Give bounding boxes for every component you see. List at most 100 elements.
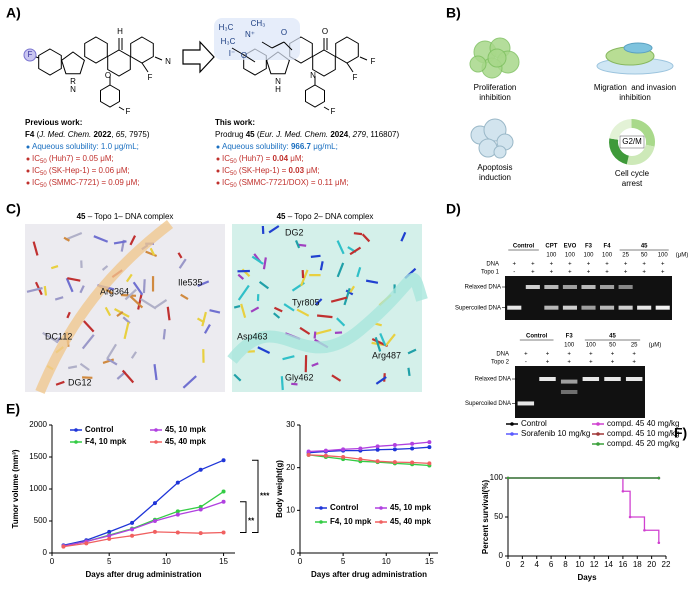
residue-label: Arg487 [372, 350, 401, 360]
sign: + [589, 360, 593, 366]
stick [154, 299, 168, 309]
stick [102, 358, 115, 364]
text: 50 [40, 159, 47, 165]
ring [100, 84, 120, 108]
data-point [61, 544, 66, 549]
lane-label: F3 [566, 334, 574, 340]
text: – Topo 1– DNA complex [86, 212, 174, 221]
stick [314, 328, 332, 335]
x-tick-label: 18 [633, 560, 642, 569]
dna-ribbon [35, 220, 174, 394]
bond [346, 62, 354, 73]
complex-image [232, 224, 422, 392]
stick [104, 306, 112, 317]
sign: + [661, 270, 665, 276]
text: 45 [77, 212, 86, 221]
sign: + [611, 352, 615, 358]
lane-label: CPT [545, 244, 557, 250]
stick [400, 231, 407, 242]
stick [233, 373, 242, 382]
atom-label: N [165, 57, 171, 66]
bond [118, 106, 125, 111]
stick [240, 303, 247, 318]
bond [243, 54, 256, 63]
data-point [130, 533, 135, 538]
icon-label: arrest [622, 179, 643, 188]
stick [349, 285, 356, 293]
band [560, 379, 578, 384]
band [581, 285, 596, 289]
y-tick-label: 0 [43, 548, 48, 557]
cycle-segment [626, 144, 655, 165]
stick [311, 362, 319, 367]
stick [356, 266, 362, 278]
citation: Prodrug 45 (Eur. J. Med. Chem. 2024, 279… [215, 130, 400, 139]
text: 45 [246, 130, 255, 139]
y-axis-label: Tumor volume (mm³) [11, 449, 20, 528]
text: 2024 [330, 130, 348, 139]
sign: + [661, 262, 665, 268]
apoptotic-body [493, 145, 507, 159]
stick [300, 269, 309, 287]
band [581, 305, 596, 310]
bullet: Aqueous solubility: 966.7 μg/mL; [222, 142, 338, 151]
atom-label: N⁺ [245, 30, 255, 39]
data-point [107, 536, 112, 541]
atom-label: N [70, 85, 76, 94]
legend-label: Control [85, 425, 113, 434]
sign: + [642, 270, 646, 276]
stick [294, 240, 301, 249]
legend-marker [319, 520, 323, 524]
stick [106, 343, 117, 360]
stick [258, 280, 270, 290]
stick [66, 311, 71, 319]
data-point [375, 447, 380, 452]
y-axis-label: Body weight(g) [275, 460, 284, 518]
survival-point [628, 515, 632, 519]
text: μg/mL; [311, 142, 338, 151]
complex-title: 45 – Topo 1– DNA complex [77, 212, 174, 221]
band [582, 377, 600, 381]
heading: Previous work: [25, 118, 82, 127]
bond [323, 106, 330, 111]
bullet: IC50 (SMMC-7721/DOX) = 0.11 μM; [222, 178, 349, 188]
text: (SK-Hep-1) = 0.06 μM; [47, 166, 130, 175]
stick [349, 246, 362, 256]
atom-label: H [275, 85, 281, 94]
stick [50, 264, 59, 270]
text: , [111, 130, 115, 139]
stick [129, 235, 137, 246]
stick [65, 277, 74, 293]
sign: + [567, 352, 571, 358]
stick [262, 257, 267, 270]
stick [43, 285, 48, 296]
x-tick-label: 10 [575, 560, 584, 569]
band [539, 377, 556, 381]
series-line [63, 491, 224, 547]
stick [310, 254, 321, 258]
atom-label: F [371, 57, 376, 66]
legend-label: 45, 10 mpk [165, 425, 206, 434]
residue-label: Asp463 [237, 331, 268, 341]
text: μM; [288, 154, 304, 163]
stick [81, 334, 95, 350]
stick [149, 247, 156, 256]
atom-label: F [331, 107, 336, 116]
data-point [107, 533, 112, 538]
stick [201, 311, 207, 327]
data-point [152, 529, 157, 534]
data-point [392, 443, 397, 448]
data-point [341, 447, 346, 452]
stick [166, 306, 171, 321]
residue-label: Gly462 [285, 372, 314, 382]
x-tick-label: 5 [341, 557, 346, 566]
legend-marker [154, 440, 158, 444]
x-tick-label: 14 [604, 560, 613, 569]
icon-label: Migration and invasion [594, 83, 676, 92]
concentration: 100 [658, 253, 669, 259]
text: IC [32, 166, 40, 175]
x-axis-label: Days after drug administration [85, 570, 201, 579]
stick [209, 309, 221, 314]
text: (SK-Hep-1) = [237, 166, 289, 175]
sign: + [605, 270, 609, 276]
